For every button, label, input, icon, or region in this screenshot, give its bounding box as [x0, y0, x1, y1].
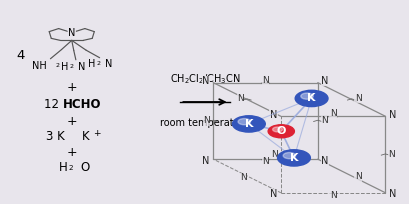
- Text: CH$_2$Cl$_2$/CH$_3$CN: CH$_2$Cl$_2$/CH$_3$CN: [169, 72, 240, 86]
- Text: NH: NH: [32, 61, 47, 71]
- Text: 12: 12: [44, 98, 63, 111]
- Text: $_2$: $_2$: [68, 163, 74, 173]
- Text: N: N: [68, 28, 75, 38]
- Text: N: N: [321, 76, 328, 86]
- Text: +: +: [66, 115, 77, 128]
- Text: 4: 4: [16, 49, 25, 62]
- Text: N: N: [78, 62, 85, 72]
- Text: $_2$: $_2$: [55, 61, 61, 70]
- Text: K: K: [82, 130, 90, 143]
- Text: H: H: [88, 59, 95, 69]
- Text: K: K: [244, 119, 252, 129]
- Circle shape: [277, 150, 310, 166]
- Text: N: N: [321, 156, 328, 166]
- Text: K: K: [307, 93, 315, 103]
- Circle shape: [300, 93, 312, 99]
- Text: N: N: [329, 109, 336, 118]
- Text: $_2$: $_2$: [96, 59, 101, 68]
- Text: N: N: [269, 110, 276, 120]
- Text: N: N: [269, 189, 276, 200]
- Text: H: H: [59, 161, 67, 174]
- Text: N: N: [388, 189, 396, 200]
- Text: N: N: [354, 94, 361, 103]
- Text: H: H: [61, 62, 68, 72]
- Text: N: N: [354, 172, 361, 182]
- Text: N: N: [261, 157, 268, 166]
- Text: HCHO: HCHO: [63, 98, 101, 111]
- Text: N: N: [329, 191, 336, 200]
- Text: +: +: [93, 129, 100, 138]
- Text: N: N: [202, 156, 209, 166]
- Text: 3 K: 3 K: [45, 130, 64, 143]
- Circle shape: [272, 127, 282, 132]
- Text: K: K: [289, 153, 297, 163]
- Circle shape: [294, 90, 327, 106]
- Text: N: N: [104, 59, 112, 69]
- Text: +: +: [66, 146, 77, 159]
- Text: N: N: [202, 76, 209, 86]
- Circle shape: [238, 119, 250, 125]
- Circle shape: [267, 125, 294, 138]
- Text: N: N: [388, 150, 394, 159]
- Text: N: N: [320, 116, 327, 125]
- Text: N: N: [261, 76, 268, 85]
- Text: N: N: [236, 94, 243, 103]
- Text: +: +: [66, 81, 77, 94]
- Circle shape: [283, 153, 295, 159]
- Text: O: O: [80, 161, 89, 174]
- Circle shape: [232, 116, 265, 132]
- Text: N: N: [388, 110, 396, 120]
- Text: room temperature: room temperature: [160, 118, 249, 128]
- Text: N: N: [240, 173, 247, 183]
- Text: N: N: [203, 116, 209, 125]
- Text: N: N: [270, 150, 277, 159]
- Text: O: O: [276, 126, 285, 136]
- Text: $_2$: $_2$: [69, 62, 74, 71]
